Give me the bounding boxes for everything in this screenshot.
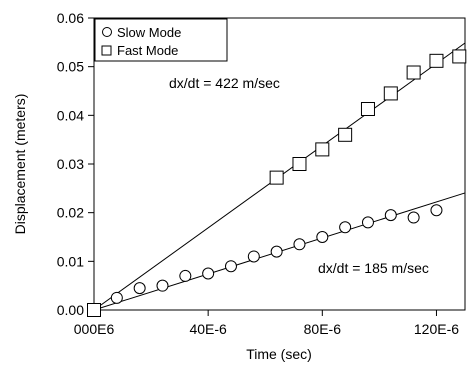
fast-mode-point xyxy=(292,157,307,171)
legend-marker-fast xyxy=(101,45,112,56)
annotation-fast: dx/dt = 422 m/sec xyxy=(169,75,280,91)
slow-mode-point xyxy=(384,209,397,222)
legend-label-slow: Slow Mode xyxy=(117,25,181,40)
y-axis: 0.00 0.01 0.02 0.03 0.04 0.05 0.06 xyxy=(57,10,94,318)
y-tick-label: 0.01 xyxy=(57,253,84,269)
slow-mode-point xyxy=(247,250,260,263)
legend-box xyxy=(94,18,228,62)
slow-mode-point xyxy=(270,245,283,258)
slow-mode-point xyxy=(361,216,374,229)
y-tick-label: 0.00 xyxy=(57,302,84,318)
slow-mode-point xyxy=(179,269,192,282)
data-points xyxy=(87,49,467,317)
slow-mode-point xyxy=(110,291,123,304)
legend-label-fast: Fast Mode xyxy=(117,43,178,58)
y-tick-label: 0.05 xyxy=(57,59,84,75)
slow-mode-point xyxy=(133,282,146,295)
slow-mode-point xyxy=(316,231,329,243)
y-tick-label: 0.03 xyxy=(57,156,84,172)
slow-mode-point xyxy=(407,211,420,224)
slow-mode-point xyxy=(202,267,215,280)
slow-mode-point xyxy=(293,238,306,251)
fast-mode-point xyxy=(360,102,375,117)
y-axis-title: Displacement (meters) xyxy=(12,94,28,235)
fast-mode-point xyxy=(452,49,467,64)
annotation-slow: dx/dt = 185 m/sec xyxy=(318,260,429,276)
x-axis: 000E6 40E-6 80E-6 120E-6 xyxy=(74,310,459,337)
fast-mode-point xyxy=(87,303,101,317)
slow-mode-point xyxy=(339,221,352,234)
x-tick-label: 120E-6 xyxy=(414,321,459,337)
fast-mode-point xyxy=(406,65,421,80)
slow-mode-point xyxy=(430,204,443,217)
y-tick-label: 0.02 xyxy=(57,205,84,221)
x-tick-label: 000E6 xyxy=(74,321,115,337)
slow-mode-point xyxy=(156,279,169,292)
y-tick-label: 0.06 xyxy=(57,10,84,26)
x-tick-label: 80E-6 xyxy=(304,321,342,337)
x-axis-title: Time (sec) xyxy=(246,346,312,362)
fast-mode-point xyxy=(338,127,353,142)
legend-marker-slow xyxy=(102,27,112,37)
slow-mode-point xyxy=(224,260,237,273)
legend: Slow Mode Fast Mode xyxy=(94,18,228,62)
fast-mode-point xyxy=(429,53,444,68)
y-tick-label: 0.04 xyxy=(57,107,84,123)
x-tick-label: 40E-6 xyxy=(189,321,227,337)
fast-mode-point xyxy=(269,170,284,185)
fast-mode-point xyxy=(383,86,398,101)
fast-mode-point xyxy=(315,142,330,157)
